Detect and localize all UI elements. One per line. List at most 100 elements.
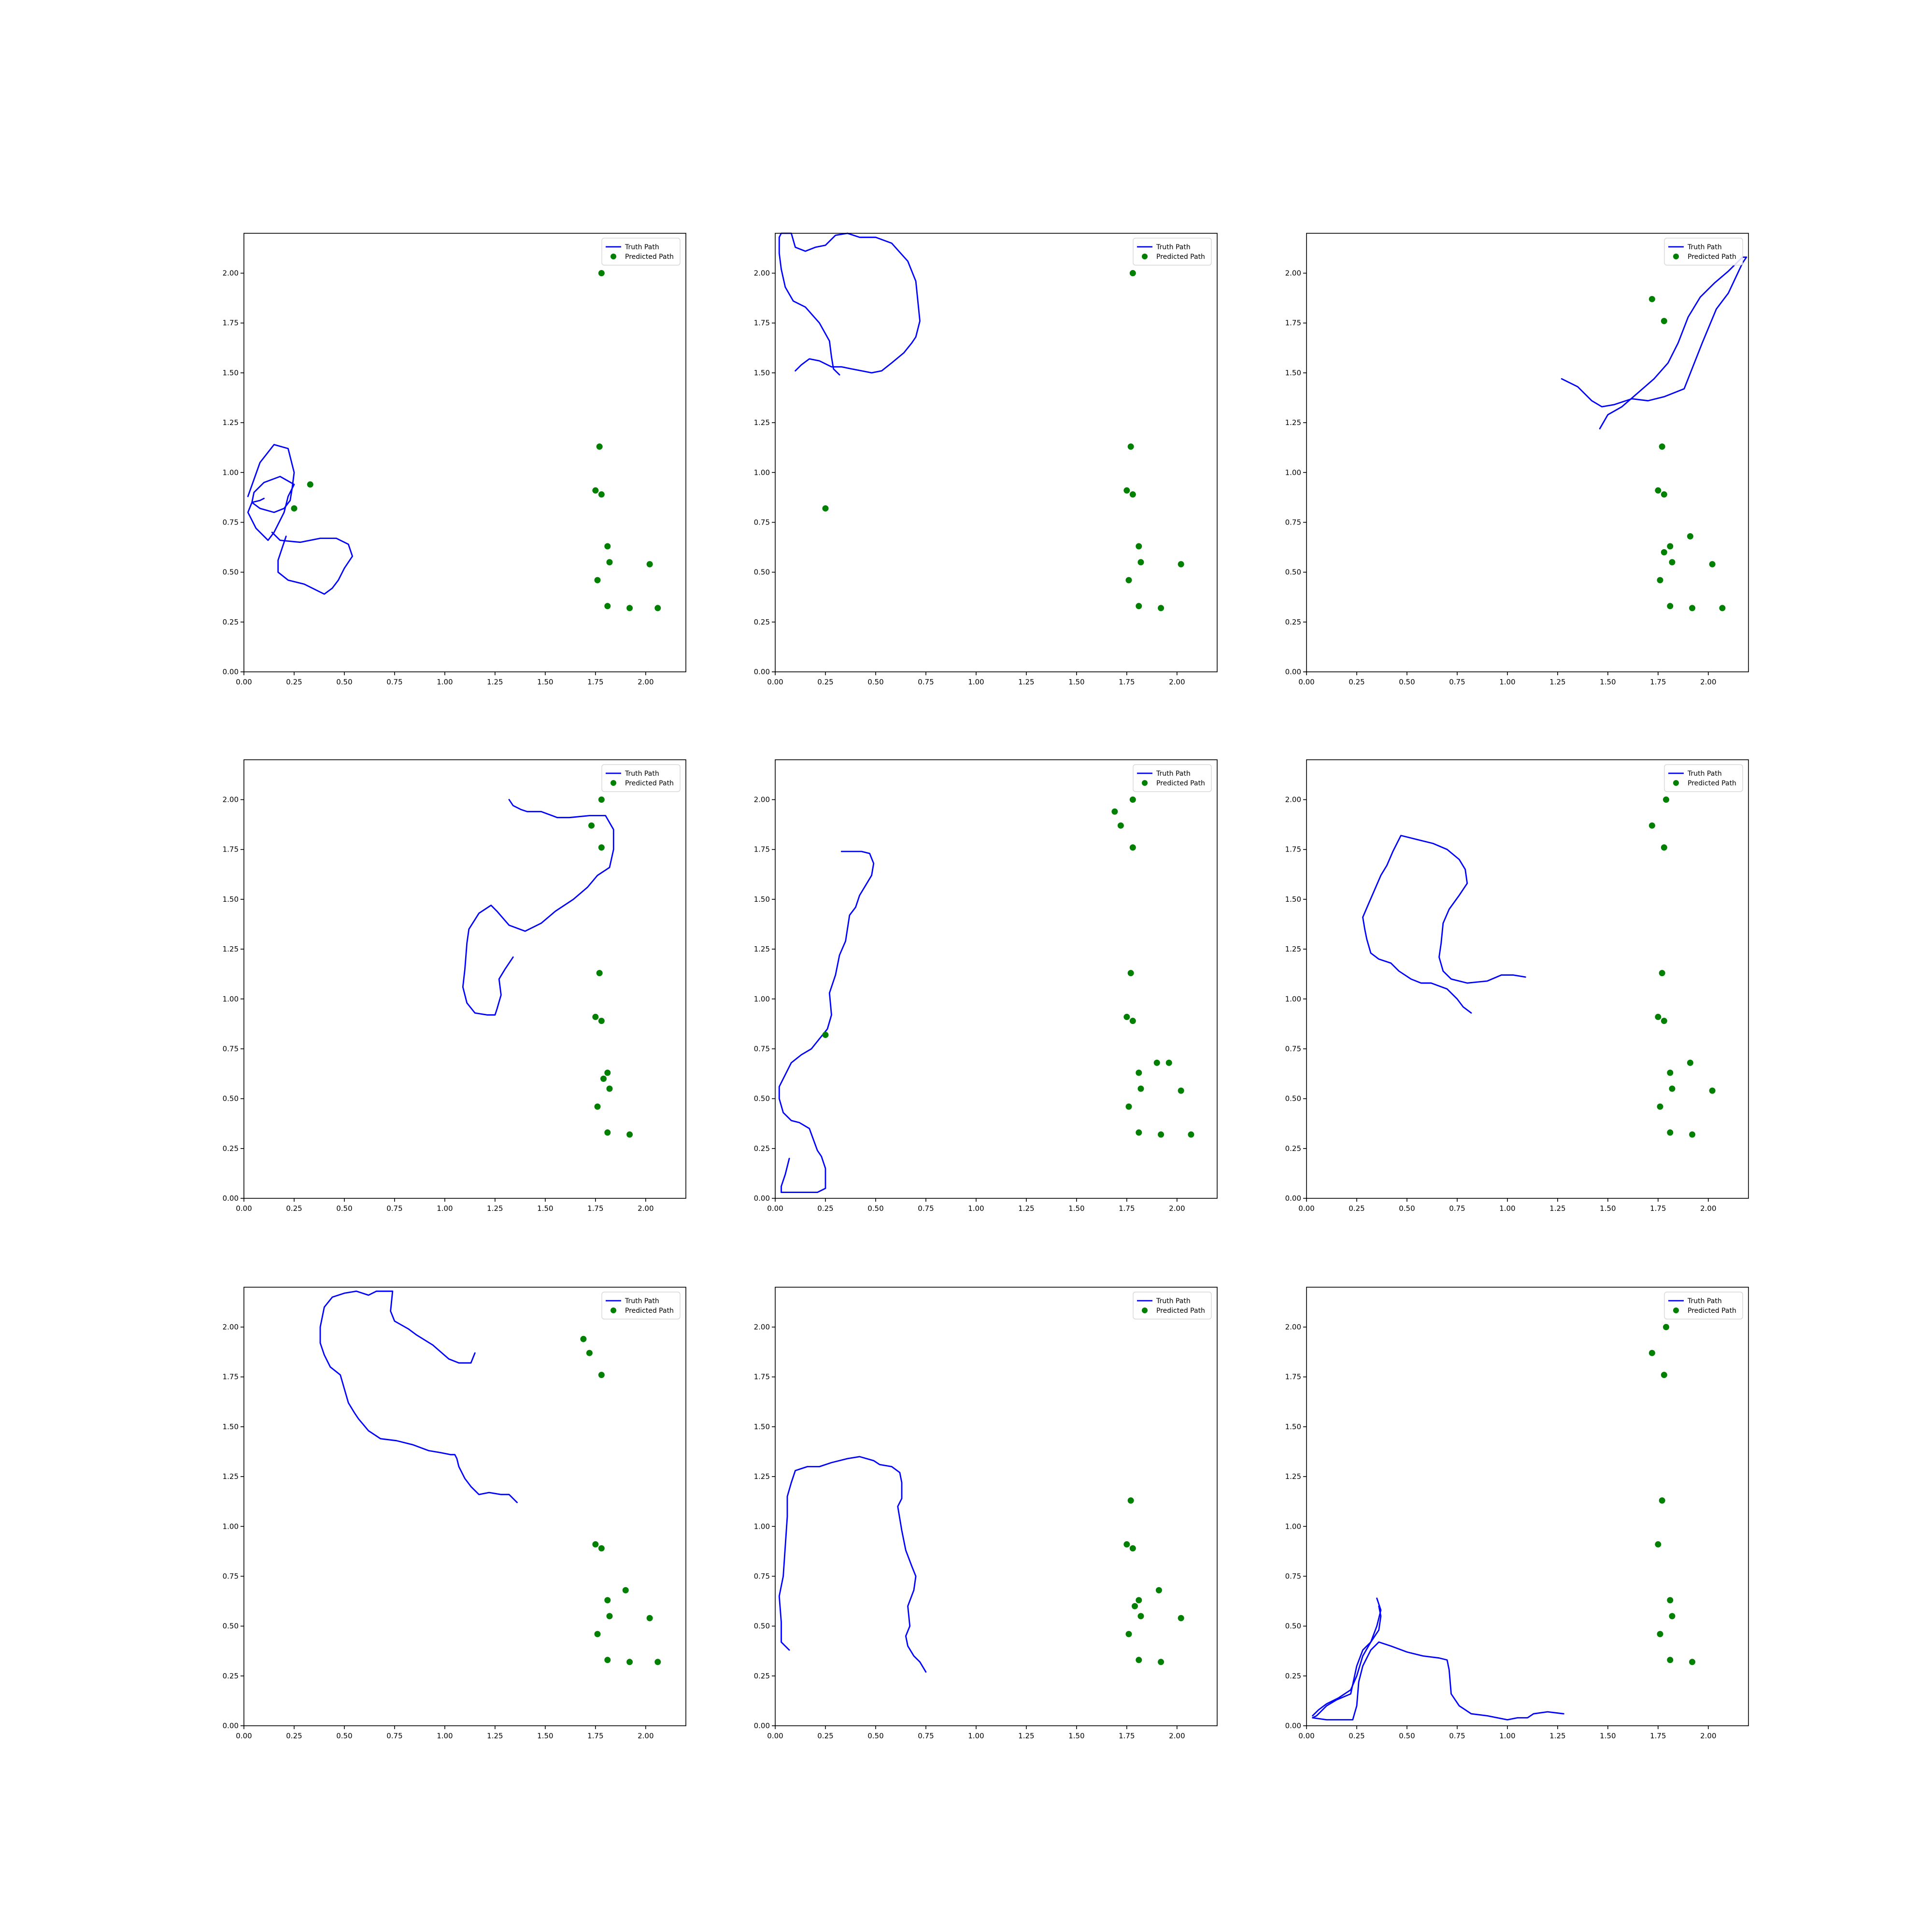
y-tick-label: 0.50 xyxy=(1285,1622,1301,1631)
y-tick-label: 0.00 xyxy=(223,1721,239,1730)
x-tick-label: 1.50 xyxy=(1068,1204,1084,1213)
y-tick-label: 0.25 xyxy=(1285,618,1301,626)
predicted-path-point xyxy=(1136,1657,1142,1663)
legend: Truth Path Predicted Path xyxy=(1133,764,1212,792)
predicted-path-point xyxy=(594,577,601,583)
subplot-grid: 0.00 0.25 0.50 0.75 1.00 1.25 1.50 1.75 2.00 0.00… xyxy=(223,232,1749,1740)
x-tick-label: 0.00 xyxy=(1298,1204,1314,1213)
x-tick-label: 0.50 xyxy=(1399,1204,1415,1213)
predicted-path-point xyxy=(646,1615,653,1621)
x-tick-label: 0.25 xyxy=(817,1732,833,1740)
legend-predicted-label: Predicted Path xyxy=(625,780,674,787)
predicted-path-point xyxy=(1178,1087,1184,1094)
predicted-path-point xyxy=(594,1631,601,1637)
x-tick-label: 2.00 xyxy=(638,1732,653,1740)
predicted-path-point xyxy=(1709,561,1716,568)
y-tick-label: 1.00 xyxy=(1285,1522,1301,1531)
plot-area xyxy=(1307,760,1748,1198)
predicted-path-point xyxy=(1127,1497,1134,1504)
y-tick-label: 1.25 xyxy=(223,1472,239,1481)
x-tick-label: 0.50 xyxy=(1399,678,1415,686)
x-tick-label: 1.50 xyxy=(1068,1732,1084,1740)
legend: Truth Path Predicted Path xyxy=(1664,764,1743,792)
axes-frame xyxy=(1306,233,1749,672)
predicted-path-point xyxy=(604,1069,611,1076)
predicted-path-point xyxy=(1667,603,1674,610)
plot-area xyxy=(244,233,686,672)
y-tick-label: 1.25 xyxy=(1285,418,1301,427)
axes-frame xyxy=(775,1287,1218,1726)
predicted-path-point xyxy=(1123,1013,1130,1020)
y-tick-label: 0.50 xyxy=(754,568,770,577)
x-tick-label: 1.50 xyxy=(1600,1732,1616,1740)
axes-frame xyxy=(243,759,686,1199)
y-tick-label: 1.75 xyxy=(1285,1373,1301,1381)
subplot-7: 0.00 0.25 0.50 0.75 1.00 1.25 1.50 1.75 2.00 0.00… xyxy=(223,1287,686,1740)
predicted-path-point xyxy=(822,1032,829,1038)
y-tick-label: 0.50 xyxy=(754,1094,770,1103)
legend-predicted-label: Predicted Path xyxy=(1156,1307,1205,1315)
subplot-2: 0.00 0.25 0.50 0.75 1.00 1.25 1.50 1.75 2.00 0.00… xyxy=(754,232,1218,686)
truth-path-line xyxy=(778,851,875,1193)
x-tick-label: 0.50 xyxy=(336,1732,352,1740)
predicted-path-point xyxy=(626,1131,633,1138)
axes-frame xyxy=(1306,759,1749,1199)
x-tick-label: 2.00 xyxy=(1169,1204,1185,1213)
y-tick-label: 1.75 xyxy=(223,845,239,854)
legend: Truth Path Predicted Path xyxy=(1133,1292,1212,1320)
predicted-path-point xyxy=(1657,1103,1663,1110)
legend: Truth Path Predicted Path xyxy=(601,764,681,792)
legend-truth-label: Truth Path xyxy=(1687,770,1722,778)
x-tick-label: 2.00 xyxy=(1700,1732,1716,1740)
predicted-path-point xyxy=(1667,1069,1674,1076)
legend-box xyxy=(1664,1292,1743,1320)
legend-box xyxy=(1133,1292,1212,1320)
x-tick-label: 0.25 xyxy=(286,1732,302,1740)
x-tick-label: 1.50 xyxy=(1068,678,1084,686)
predicted-path-point xyxy=(307,481,313,488)
legend-predicted-swatch xyxy=(611,780,616,786)
y-tick-label: 0.00 xyxy=(223,668,239,676)
x-tick-label: 2.00 xyxy=(638,678,653,686)
x-tick-label: 0.50 xyxy=(336,1204,352,1213)
subplot-9: 0.00 0.25 0.50 0.75 1.00 1.25 1.50 1.75 2.00 0.00… xyxy=(1285,1287,1749,1740)
legend-predicted-swatch xyxy=(1673,254,1679,259)
y-tick-label: 2.00 xyxy=(223,269,239,278)
predicted-path-point xyxy=(1667,1597,1674,1604)
predicted-path-point xyxy=(1719,605,1726,611)
legend: Truth Path Predicted Path xyxy=(1664,238,1743,266)
predicted-path-point xyxy=(592,487,599,494)
y-tick-label: 0.00 xyxy=(223,1194,239,1203)
truth-path-line xyxy=(1599,256,1747,429)
x-tick-label: 1.25 xyxy=(487,1732,503,1740)
x-tick-label: 1.25 xyxy=(1549,678,1565,686)
y-tick-label: 0.50 xyxy=(1285,1094,1301,1103)
predicted-path-point xyxy=(1659,970,1665,977)
x-tick-label: 0.75 xyxy=(386,678,402,686)
x-tick-label: 0.75 xyxy=(1449,678,1465,686)
plot-area xyxy=(244,1287,686,1726)
x-tick-label: 2.00 xyxy=(1169,1732,1185,1740)
predicted-path-point xyxy=(1127,443,1134,450)
predicted-path-point xyxy=(1689,605,1696,611)
legend: Truth Path Predicted Path xyxy=(601,1292,681,1320)
predicted-path-point xyxy=(1661,1372,1667,1378)
predicted-path-point xyxy=(1689,1131,1696,1138)
legend-box xyxy=(1664,238,1743,266)
legend: Truth Path Predicted Path xyxy=(1133,238,1212,266)
x-tick-label: 0.50 xyxy=(336,678,352,686)
predicted-path-point xyxy=(1648,296,1655,302)
y-tick-label: 0.75 xyxy=(1285,518,1301,526)
predicted-path-point xyxy=(1178,561,1184,568)
predicted-path-point xyxy=(604,543,611,550)
predicted-path-point xyxy=(1709,1087,1716,1094)
legend: Truth Path Predicted Path xyxy=(1664,1292,1743,1320)
x-tick-label: 1.75 xyxy=(587,678,603,686)
predicted-path-point xyxy=(604,603,611,610)
y-tick-label: 0.25 xyxy=(754,1672,770,1680)
axes-frame xyxy=(775,233,1218,672)
predicted-path-point xyxy=(1659,1497,1665,1504)
predicted-path-point xyxy=(1648,1350,1655,1356)
y-tick-label: 0.75 xyxy=(1285,1044,1301,1053)
x-tick-label: 1.75 xyxy=(1119,678,1135,686)
